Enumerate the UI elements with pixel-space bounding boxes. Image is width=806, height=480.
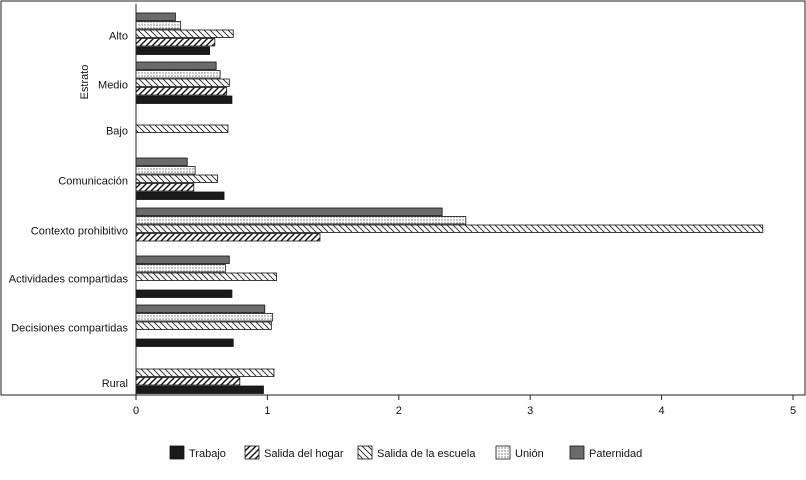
bar-trabajo-6 xyxy=(135,338,234,347)
bar-unión-6 xyxy=(135,313,274,322)
bar-unión-5 xyxy=(135,264,226,273)
bar-trabajo-7 xyxy=(135,385,264,394)
category-labels: Alto Medio Bajo Comunicación Contexto prohib… xyxy=(9,30,129,390)
x-tick-label: 5 xyxy=(790,405,796,417)
legend-label: Trabajo xyxy=(189,448,226,460)
bar-paternidad-1 xyxy=(135,61,217,70)
x-axis-ticks: 0 1 2 3 4 5 xyxy=(133,395,796,417)
x-tick-label: 0 xyxy=(133,405,139,417)
legend-swatch xyxy=(169,445,185,460)
bar-salida-de-la-escuela-0 xyxy=(135,29,234,38)
bar-salida-de-la-escuela-4 xyxy=(135,224,764,233)
legend-label: Unión xyxy=(515,448,544,460)
bar-unión-3 xyxy=(135,166,196,175)
x-tick-label: 2 xyxy=(396,405,402,417)
bar-trabajo-1 xyxy=(135,95,233,104)
bar-paternidad-3 xyxy=(135,157,188,166)
bar-salida-del-hogar-1 xyxy=(135,87,228,96)
y-axis-label: Estrato xyxy=(79,65,91,100)
category-label: Actividades compartidas xyxy=(9,273,129,285)
x-tick-label: 3 xyxy=(527,405,533,417)
bar-salida-de-la-escuela-7 xyxy=(135,368,275,377)
legend-swatch xyxy=(244,445,260,460)
category-label: Contexto prohibitivo xyxy=(31,225,128,237)
bar-salida-del-hogar-3 xyxy=(135,183,195,192)
category-label: Bajo xyxy=(106,125,128,137)
bar-paternidad-6 xyxy=(135,304,266,313)
category-label: Decisiones compartidas xyxy=(11,322,128,334)
bar-paternidad-0 xyxy=(135,12,176,21)
category-label: Comunicación xyxy=(58,175,128,187)
bar-trabajo-3 xyxy=(135,191,225,200)
bar-paternidad-4 xyxy=(135,207,443,216)
category-label: Rural xyxy=(102,378,128,390)
category-label: Alto xyxy=(109,30,128,42)
legend-label: Salida del hogar xyxy=(264,448,344,460)
bar-salida-de-la-escuela-6 xyxy=(135,321,272,330)
x-tick-label: 1 xyxy=(264,405,270,417)
legend-swatch xyxy=(569,445,585,460)
x-tick-label: 4 xyxy=(659,405,665,417)
bar-paternidad-5 xyxy=(135,255,230,264)
bar-trabajo-0 xyxy=(135,46,210,55)
bar-unión-0 xyxy=(135,21,182,30)
bar-unión-4 xyxy=(135,216,467,225)
legend-label: Paternidad xyxy=(589,448,642,460)
bar-salida-del-hogar-7 xyxy=(135,377,241,386)
bar-salida-de-la-escuela-3 xyxy=(135,174,218,183)
bar-salida-de-la-escuela-5 xyxy=(135,272,277,281)
bar-salida-del-hogar-0 xyxy=(135,38,216,47)
legend: Trabajo Salida del hogar Salida de la escu… xyxy=(169,445,642,460)
bar-salida-de-la-escuela-1 xyxy=(135,78,230,87)
bar-trabajo-5 xyxy=(135,289,233,298)
bar-unión-1 xyxy=(135,70,221,79)
legend-swatch xyxy=(357,445,373,460)
legend-label: Salida de la escuela xyxy=(377,448,476,460)
bar-salida-de-la-escuela-2 xyxy=(135,124,229,133)
bars-layer xyxy=(135,12,764,394)
category-label: Medio xyxy=(98,79,128,91)
plot-frame xyxy=(0,0,806,396)
bar-salida-del-hogar-4 xyxy=(135,233,321,242)
legend-swatch xyxy=(495,445,511,460)
